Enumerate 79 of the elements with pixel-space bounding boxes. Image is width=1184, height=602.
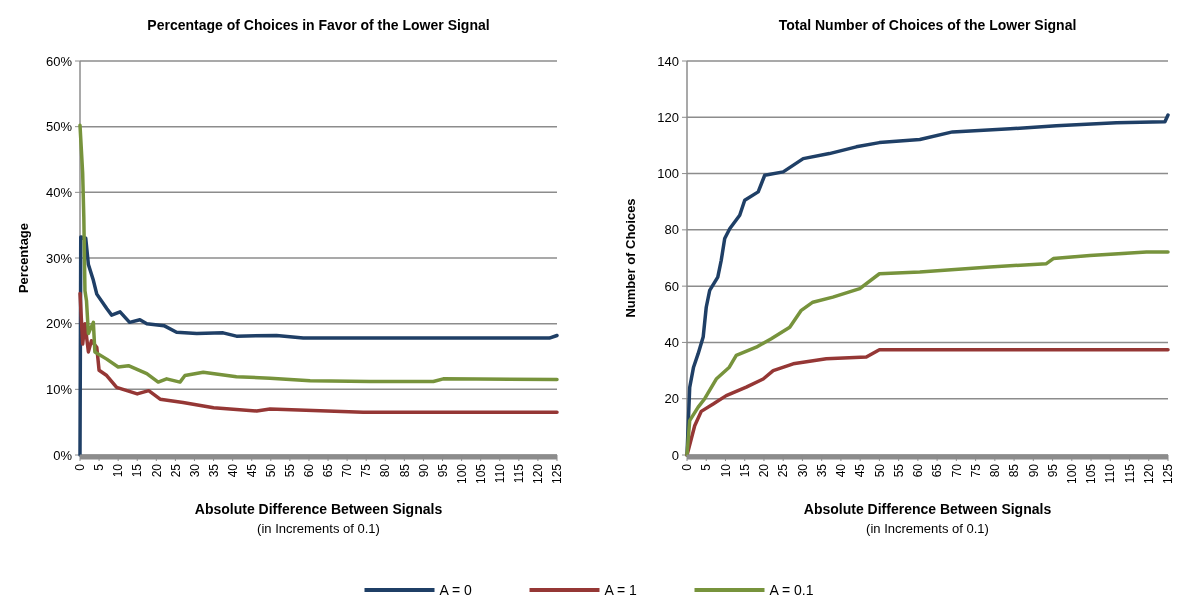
legend-label: A = 1	[604, 581, 638, 598]
y-tick-label: 100	[657, 166, 679, 182]
x-tick-label: 20	[757, 463, 772, 478]
y-tick-label: 20%	[45, 316, 73, 332]
x-axis-title: Absolute Difference Between Signals	[194, 501, 443, 517]
line-series	[78, 291, 559, 415]
x-tick-label: 120	[531, 463, 546, 485]
x-tick-label: 110	[1103, 463, 1118, 484]
x-tick-label: 55	[891, 463, 906, 478]
text: (in Increments of 0.1)	[257, 521, 380, 536]
x-tick-label: 15	[130, 463, 145, 478]
y-tick-label: 0%	[53, 447, 73, 463]
y-tick-label: 120	[657, 109, 679, 125]
x-tick-label: 50	[264, 463, 278, 478]
y-tick-label: 40%	[45, 184, 73, 200]
y-axis-title: Number of Choices	[623, 198, 638, 318]
x-tick-label: 120	[1141, 463, 1156, 485]
x-tick-label: 25	[168, 463, 183, 478]
x-axis-title: Absolute Difference Between Signals	[803, 501, 1052, 517]
x-tick-label: 45	[853, 463, 868, 478]
x-tick-label: 95	[1045, 463, 1060, 478]
x-tick-label: 10	[718, 463, 733, 478]
chart-title: Percentage of Choices in Favor of the Lower Signal	[147, 17, 490, 33]
y-tick-label: 60	[664, 278, 679, 294]
legend-label: A = 0.1	[769, 581, 814, 598]
y-tick-label: 20	[664, 391, 679, 407]
x-tick-label: 45	[244, 463, 259, 478]
x-tick-label: 15	[737, 463, 752, 478]
x-tick-label: 85	[397, 463, 412, 478]
x-tick-label: 125	[1161, 463, 1176, 485]
x-tick-label: 35	[206, 463, 221, 478]
x-tick-label: 105	[1084, 463, 1099, 485]
x-tick-label: 100	[1065, 463, 1079, 485]
x-tick-label: 80	[988, 463, 1003, 478]
y-tick-label: 80	[664, 222, 679, 238]
x-tick-label: 95	[435, 463, 450, 478]
x-tick-label: 25	[776, 463, 791, 478]
x-tick-label: 100	[454, 463, 469, 485]
x-tick-label: 110	[492, 463, 507, 484]
x-tick-label: 40	[225, 463, 240, 478]
x-tick-label: 90	[1026, 463, 1041, 478]
x-tick-label: 115	[1122, 463, 1137, 484]
x-tick-label: 60	[302, 463, 317, 478]
x-tick-label: 105	[473, 463, 488, 485]
x-tick-label: 65	[930, 463, 945, 478]
x-tick-label: 50	[872, 463, 887, 478]
text: (in Increments of 0.1)	[866, 521, 989, 536]
x-tick-label: 70	[340, 463, 355, 478]
x-tick-label: 75	[359, 463, 374, 478]
x-tick-label: 55	[283, 463, 298, 478]
x-tick-label: 5	[92, 463, 107, 471]
x-tick-label: 60	[911, 463, 926, 478]
legend-label: A = 0	[439, 581, 473, 598]
x-tick-label: 125	[550, 463, 565, 485]
x-tick-label: 10	[111, 463, 126, 478]
x-tick-label: 90	[416, 463, 431, 478]
x-tick-label: 115	[512, 463, 527, 484]
x-tick-label: 30	[795, 463, 810, 478]
y-tick-label: 40	[664, 334, 679, 350]
x-tick-label: 35	[814, 463, 829, 478]
x-tick-label: 85	[1007, 463, 1022, 478]
line-series	[78, 123, 559, 384]
chart-title: Total Number of Choices of the Lower Signal	[778, 17, 1077, 33]
y-axis-title: Percentage	[16, 222, 31, 294]
x-tick-label: 80	[378, 463, 393, 478]
x-tick-label: 40	[834, 463, 849, 478]
y-tick-label: 30%	[45, 250, 73, 266]
y-tick-label: 140	[657, 53, 679, 69]
x-tick-label: 30	[187, 463, 202, 478]
x-tick-label: 0	[73, 463, 88, 471]
x-tick-label: 65	[321, 463, 336, 478]
x-tick-label: 70	[949, 463, 964, 478]
y-tick-label: 60%	[45, 53, 73, 69]
y-tick-label: 10%	[45, 381, 73, 397]
y-tick-label: 50%	[45, 119, 73, 135]
x-tick-label: 75	[968, 463, 983, 478]
x-tick-label: 5	[699, 463, 714, 471]
x-tick-label: 20	[149, 463, 164, 478]
x-tick-label: 0	[680, 463, 695, 471]
